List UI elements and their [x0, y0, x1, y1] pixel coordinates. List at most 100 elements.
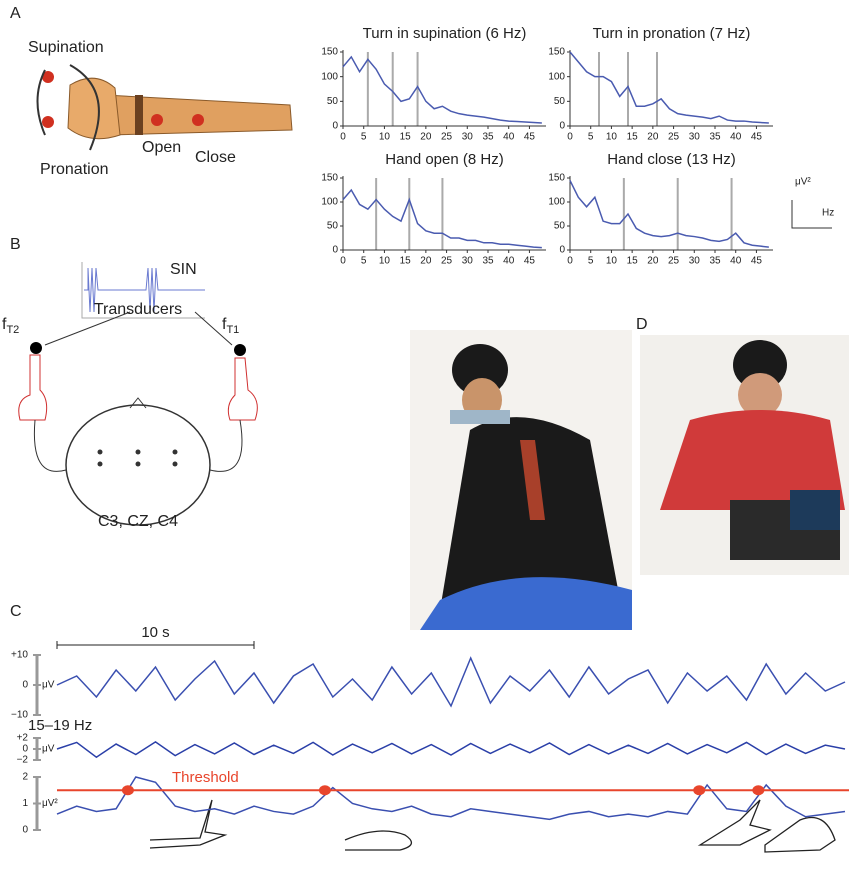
- figure: A B C D Supination Pronation Open Close …: [0, 0, 849, 877]
- photo-patient-2: [640, 335, 849, 575]
- x-tick-label: 45: [751, 132, 763, 143]
- panel-label: B: [10, 236, 21, 253]
- y-tick-label: 0: [559, 121, 565, 132]
- y-tick-label: 0: [22, 680, 28, 691]
- page: A B C D Supination Pronation Open Close …: [0, 0, 849, 877]
- y-tick-label: 100: [321, 197, 338, 208]
- y-tick-label: 0: [22, 744, 28, 755]
- x-tick-label: 35: [482, 256, 494, 267]
- y-tick-label: +2: [17, 733, 29, 744]
- x-tick-label: 20: [647, 132, 659, 143]
- data-line: [343, 57, 542, 123]
- y-tick-label: 0: [332, 121, 338, 132]
- x-tick-label: 5: [361, 132, 367, 143]
- band-label: 15–19 Hz: [28, 717, 92, 734]
- x-tick-label: 10: [379, 256, 391, 267]
- x-tick-label: 15: [627, 132, 639, 143]
- scale-bar-label: 10 s: [141, 624, 169, 641]
- x-tick-label: 35: [709, 256, 721, 267]
- x-tick-label: 30: [689, 256, 701, 267]
- y-tick-label: 0: [559, 245, 565, 256]
- crossing-marker: [693, 785, 705, 795]
- y-tick-label: −2: [17, 755, 29, 766]
- subscript: T2: [6, 324, 19, 336]
- chart-title: Turn in supination (6 Hz): [363, 25, 527, 42]
- panel-label: D: [636, 316, 648, 333]
- y-tick-label: 150: [321, 47, 338, 58]
- y-unit: μV: [42, 680, 55, 691]
- label: fT1: [222, 316, 239, 336]
- y-tick-label: 150: [321, 173, 338, 184]
- x-tick-label: 20: [420, 132, 432, 143]
- x-tick-label: 40: [730, 256, 742, 267]
- y-tick-label: 50: [554, 96, 566, 107]
- x-tick-label: 45: [751, 256, 763, 267]
- y-tick-label: +10: [11, 650, 28, 661]
- panel-label: C: [10, 603, 22, 620]
- x-tick-label: 25: [668, 256, 680, 267]
- y-tick-label: 150: [548, 47, 565, 58]
- y-tick-label: 0: [332, 245, 338, 256]
- crossing-marker: [122, 785, 134, 795]
- label: fT2: [2, 316, 19, 336]
- x-tick-label: 0: [340, 132, 346, 143]
- unit-y: μV²: [795, 177, 811, 188]
- x-tick-label: 40: [503, 132, 515, 143]
- x-tick-label: 0: [567, 256, 573, 267]
- arm-illustration: [38, 65, 293, 150]
- x-tick-label: 15: [400, 132, 412, 143]
- y-tick-label: 150: [548, 173, 565, 184]
- y-tick-label: 0: [22, 825, 28, 836]
- x-tick-label: 5: [588, 132, 594, 143]
- y-tick-label: 50: [327, 96, 339, 107]
- x-tick-label: 25: [668, 132, 680, 143]
- y-unit: μV²: [42, 798, 58, 809]
- label: Pronation: [40, 161, 109, 178]
- label: Transducers: [94, 301, 182, 318]
- x-tick-label: 0: [340, 256, 346, 267]
- y-unit: μV: [42, 744, 55, 755]
- data-line: [570, 180, 769, 247]
- unit-x: Hz: [822, 208, 834, 219]
- photo-patient-1: [410, 330, 632, 630]
- x-tick-label: 30: [462, 256, 474, 267]
- x-tick-label: 10: [606, 256, 618, 267]
- x-tick-label: 45: [524, 132, 536, 143]
- chart-title: Hand open (8 Hz): [385, 151, 503, 168]
- x-tick-label: 20: [420, 256, 432, 267]
- y-tick-label: 100: [321, 71, 338, 82]
- panel-label: A: [10, 5, 21, 22]
- x-tick-label: 10: [606, 132, 618, 143]
- x-tick-label: 30: [462, 132, 474, 143]
- crossing-marker: [319, 785, 331, 795]
- chart-title: Hand close (13 Hz): [607, 151, 735, 168]
- data-line: [57, 658, 845, 706]
- data-line: [57, 742, 845, 757]
- y-tick-label: 50: [554, 221, 566, 232]
- y-tick-label: 2: [22, 772, 28, 783]
- y-tick-label: −10: [11, 710, 28, 721]
- x-tick-label: 5: [588, 256, 594, 267]
- y-tick-label: 100: [548, 71, 565, 82]
- y-tick-label: 100: [548, 197, 565, 208]
- label: Close: [195, 149, 236, 166]
- x-tick-label: 25: [441, 256, 453, 267]
- threshold-label: Threshold: [172, 769, 239, 786]
- subscript: T1: [226, 324, 239, 336]
- label: C3, CZ, C4: [98, 513, 178, 530]
- label: Supination: [28, 39, 104, 56]
- x-tick-label: 25: [441, 132, 453, 143]
- chart-title: Turn in pronation (7 Hz): [593, 25, 751, 42]
- hand-sketch: [150, 800, 835, 852]
- y-tick-label: 50: [327, 221, 339, 232]
- x-tick-label: 5: [361, 256, 367, 267]
- x-tick-label: 40: [730, 132, 742, 143]
- x-tick-label: 15: [400, 256, 412, 267]
- x-tick-label: 10: [379, 132, 391, 143]
- y-tick-label: 1: [22, 798, 28, 809]
- x-tick-label: 45: [524, 256, 536, 267]
- x-tick-label: 15: [627, 256, 639, 267]
- label: Open: [142, 139, 181, 156]
- x-tick-label: 40: [503, 256, 515, 267]
- x-tick-label: 30: [689, 132, 701, 143]
